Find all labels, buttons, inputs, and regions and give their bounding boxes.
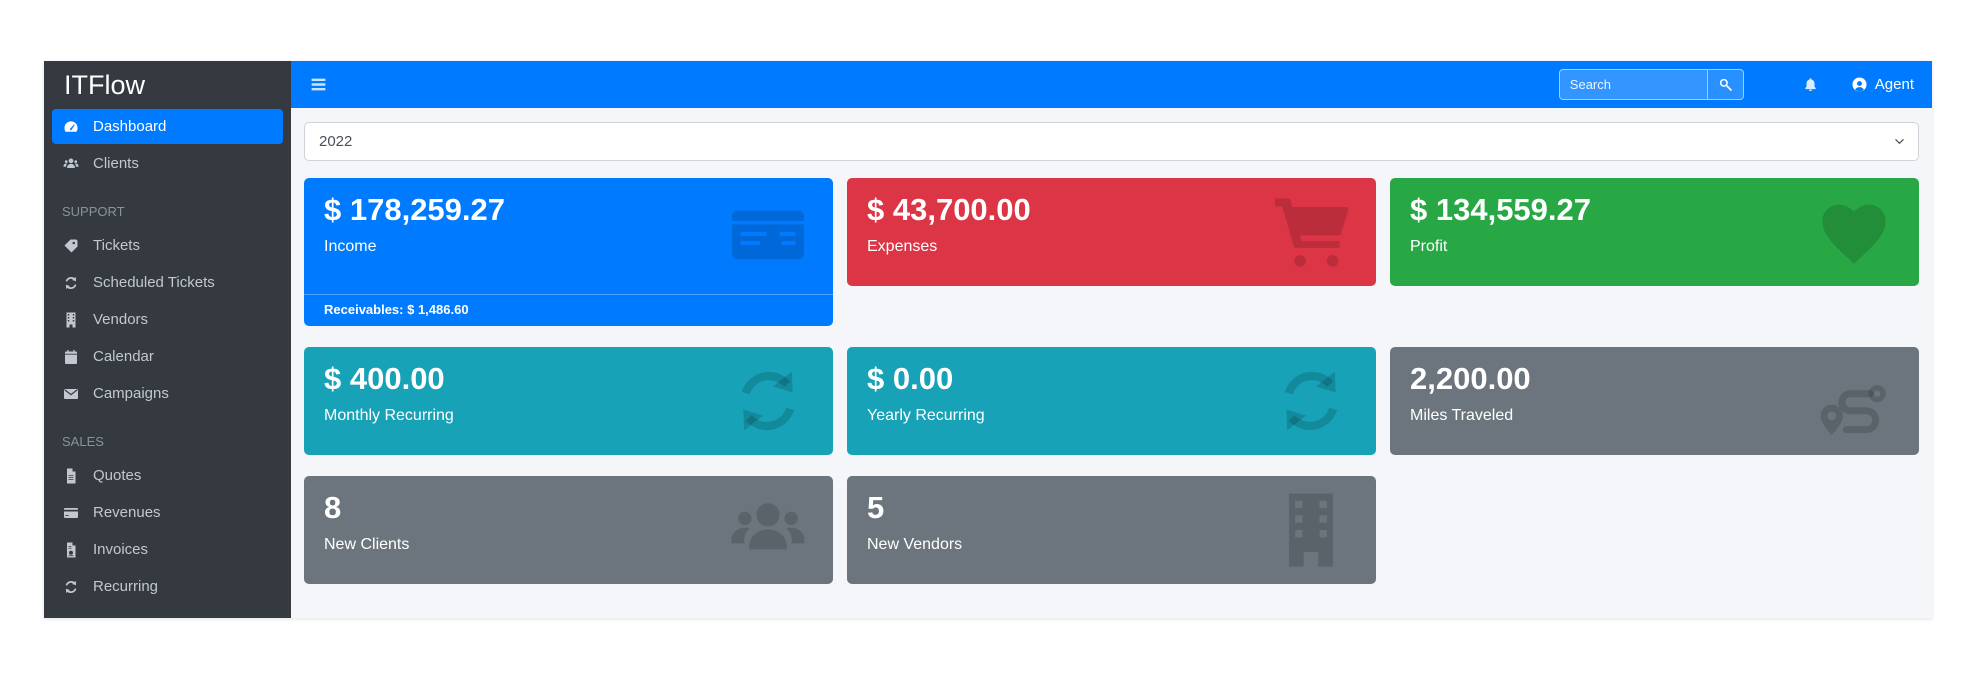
card-value: $ 0.00 — [867, 361, 954, 396]
sidebar-item-invoices[interactable]: Invoices — [52, 532, 283, 567]
envelope-icon — [62, 386, 80, 402]
menu-bars-icon[interactable] — [309, 76, 328, 93]
card-label: Miles Traveled — [1410, 407, 1514, 424]
card-yearly-recurring[interactable]: $ 0.00 Yearly Recurring — [847, 347, 1376, 455]
sidebar-section-sales: SALES — [62, 434, 104, 449]
sidebar-item-campaigns[interactable]: Campaigns — [52, 376, 283, 411]
card-value: 5 — [867, 490, 885, 525]
year-select-wrap: 2022 — [304, 122, 1919, 161]
sidebar-item-tickets[interactable]: Tickets — [52, 228, 283, 263]
sidebar-section-support: SUPPORT — [62, 204, 125, 219]
calendar-icon — [62, 349, 80, 365]
card-value: $ 134,559.27 — [1410, 192, 1592, 227]
file-invoice-icon — [62, 542, 80, 558]
sidebar-item-recurring[interactable]: Recurring — [52, 569, 283, 604]
app-window: ITFlow Dashboard Clients SUPPORT Tickets… — [44, 61, 1932, 618]
card-footer: Receivables: $ 1,486.60 — [304, 294, 833, 326]
card-value: $ 400.00 — [324, 361, 445, 396]
user-label: Agent — [1874, 76, 1914, 93]
card-monthly-recurring[interactable]: $ 400.00 Monthly Recurring — [304, 347, 833, 455]
tag-icon — [62, 238, 80, 254]
sidebar-item-revenues[interactable]: Revenues — [52, 495, 283, 530]
sidebar-item-clients[interactable]: Clients — [52, 146, 283, 181]
card-label: Profit — [1410, 238, 1448, 255]
sidebar-item-scheduled-tickets[interactable]: Scheduled Tickets — [52, 265, 283, 300]
sidebar: ITFlow Dashboard Clients SUPPORT Tickets… — [44, 61, 291, 618]
card-label: Yearly Recurring — [867, 407, 985, 424]
sync-icon — [62, 275, 80, 291]
card-value: $ 43,700.00 — [867, 192, 1031, 227]
sidebar-nav: Dashboard Clients SUPPORT Tickets Schedu… — [44, 105, 291, 604]
card-label: New Vendors — [867, 536, 963, 553]
card-income[interactable]: $ 178,259.27 Income Receivables: $ 1,486… — [304, 178, 833, 326]
card-new-clients[interactable]: 8 New Clients — [304, 476, 833, 584]
main-column: Agent 2022 $ 178,259.27 Income Receivabl… — [291, 61, 1932, 618]
top-navbar: Agent — [291, 61, 1932, 108]
dashboard-content: 2022 $ 178,259.27 Income Receivables: $ … — [291, 108, 1932, 618]
credit-card-icon — [62, 505, 80, 521]
tachometer-icon — [62, 119, 80, 135]
file-icon — [62, 468, 80, 484]
card-profit[interactable]: $ 134,559.27 Profit — [1390, 178, 1919, 286]
sidebar-item-quotes[interactable]: Quotes — [52, 458, 283, 493]
year-select[interactable]: 2022 — [304, 122, 1919, 161]
card-value: 8 — [324, 490, 342, 525]
sidebar-item-dashboard[interactable]: Dashboard — [52, 109, 283, 144]
sync-icon — [62, 579, 80, 595]
bell-icon[interactable] — [1802, 76, 1819, 94]
building-icon — [62, 312, 80, 328]
user-circle-icon — [1851, 76, 1868, 93]
search-button[interactable] — [1706, 69, 1744, 100]
cards-grid: $ 178,259.27 Income Receivables: $ 1,486… — [304, 178, 1919, 584]
card-label: Income — [324, 238, 377, 255]
card-value: $ 178,259.27 — [324, 192, 506, 227]
search-group — [1558, 69, 1744, 100]
sidebar-item-vendors[interactable]: Vendors — [52, 302, 283, 337]
card-miles-traveled[interactable]: 2,200.00 Miles Traveled — [1390, 347, 1919, 455]
card-value: 2,200.00 — [1410, 361, 1531, 396]
card-label: Monthly Recurring — [324, 407, 454, 424]
search-input[interactable] — [1558, 69, 1707, 100]
card-label: Expenses — [867, 238, 938, 255]
card-expenses[interactable]: $ 43,700.00 Expenses — [847, 178, 1376, 286]
card-label: New Clients — [324, 536, 410, 553]
brand-logo[interactable]: ITFlow — [64, 70, 145, 100]
card-new-vendors[interactable]: 5 New Vendors — [847, 476, 1376, 584]
user-menu[interactable]: Agent — [1851, 76, 1914, 93]
sidebar-item-calendar[interactable]: Calendar — [52, 339, 283, 374]
search-icon — [1718, 77, 1733, 92]
users-icon — [62, 156, 80, 172]
